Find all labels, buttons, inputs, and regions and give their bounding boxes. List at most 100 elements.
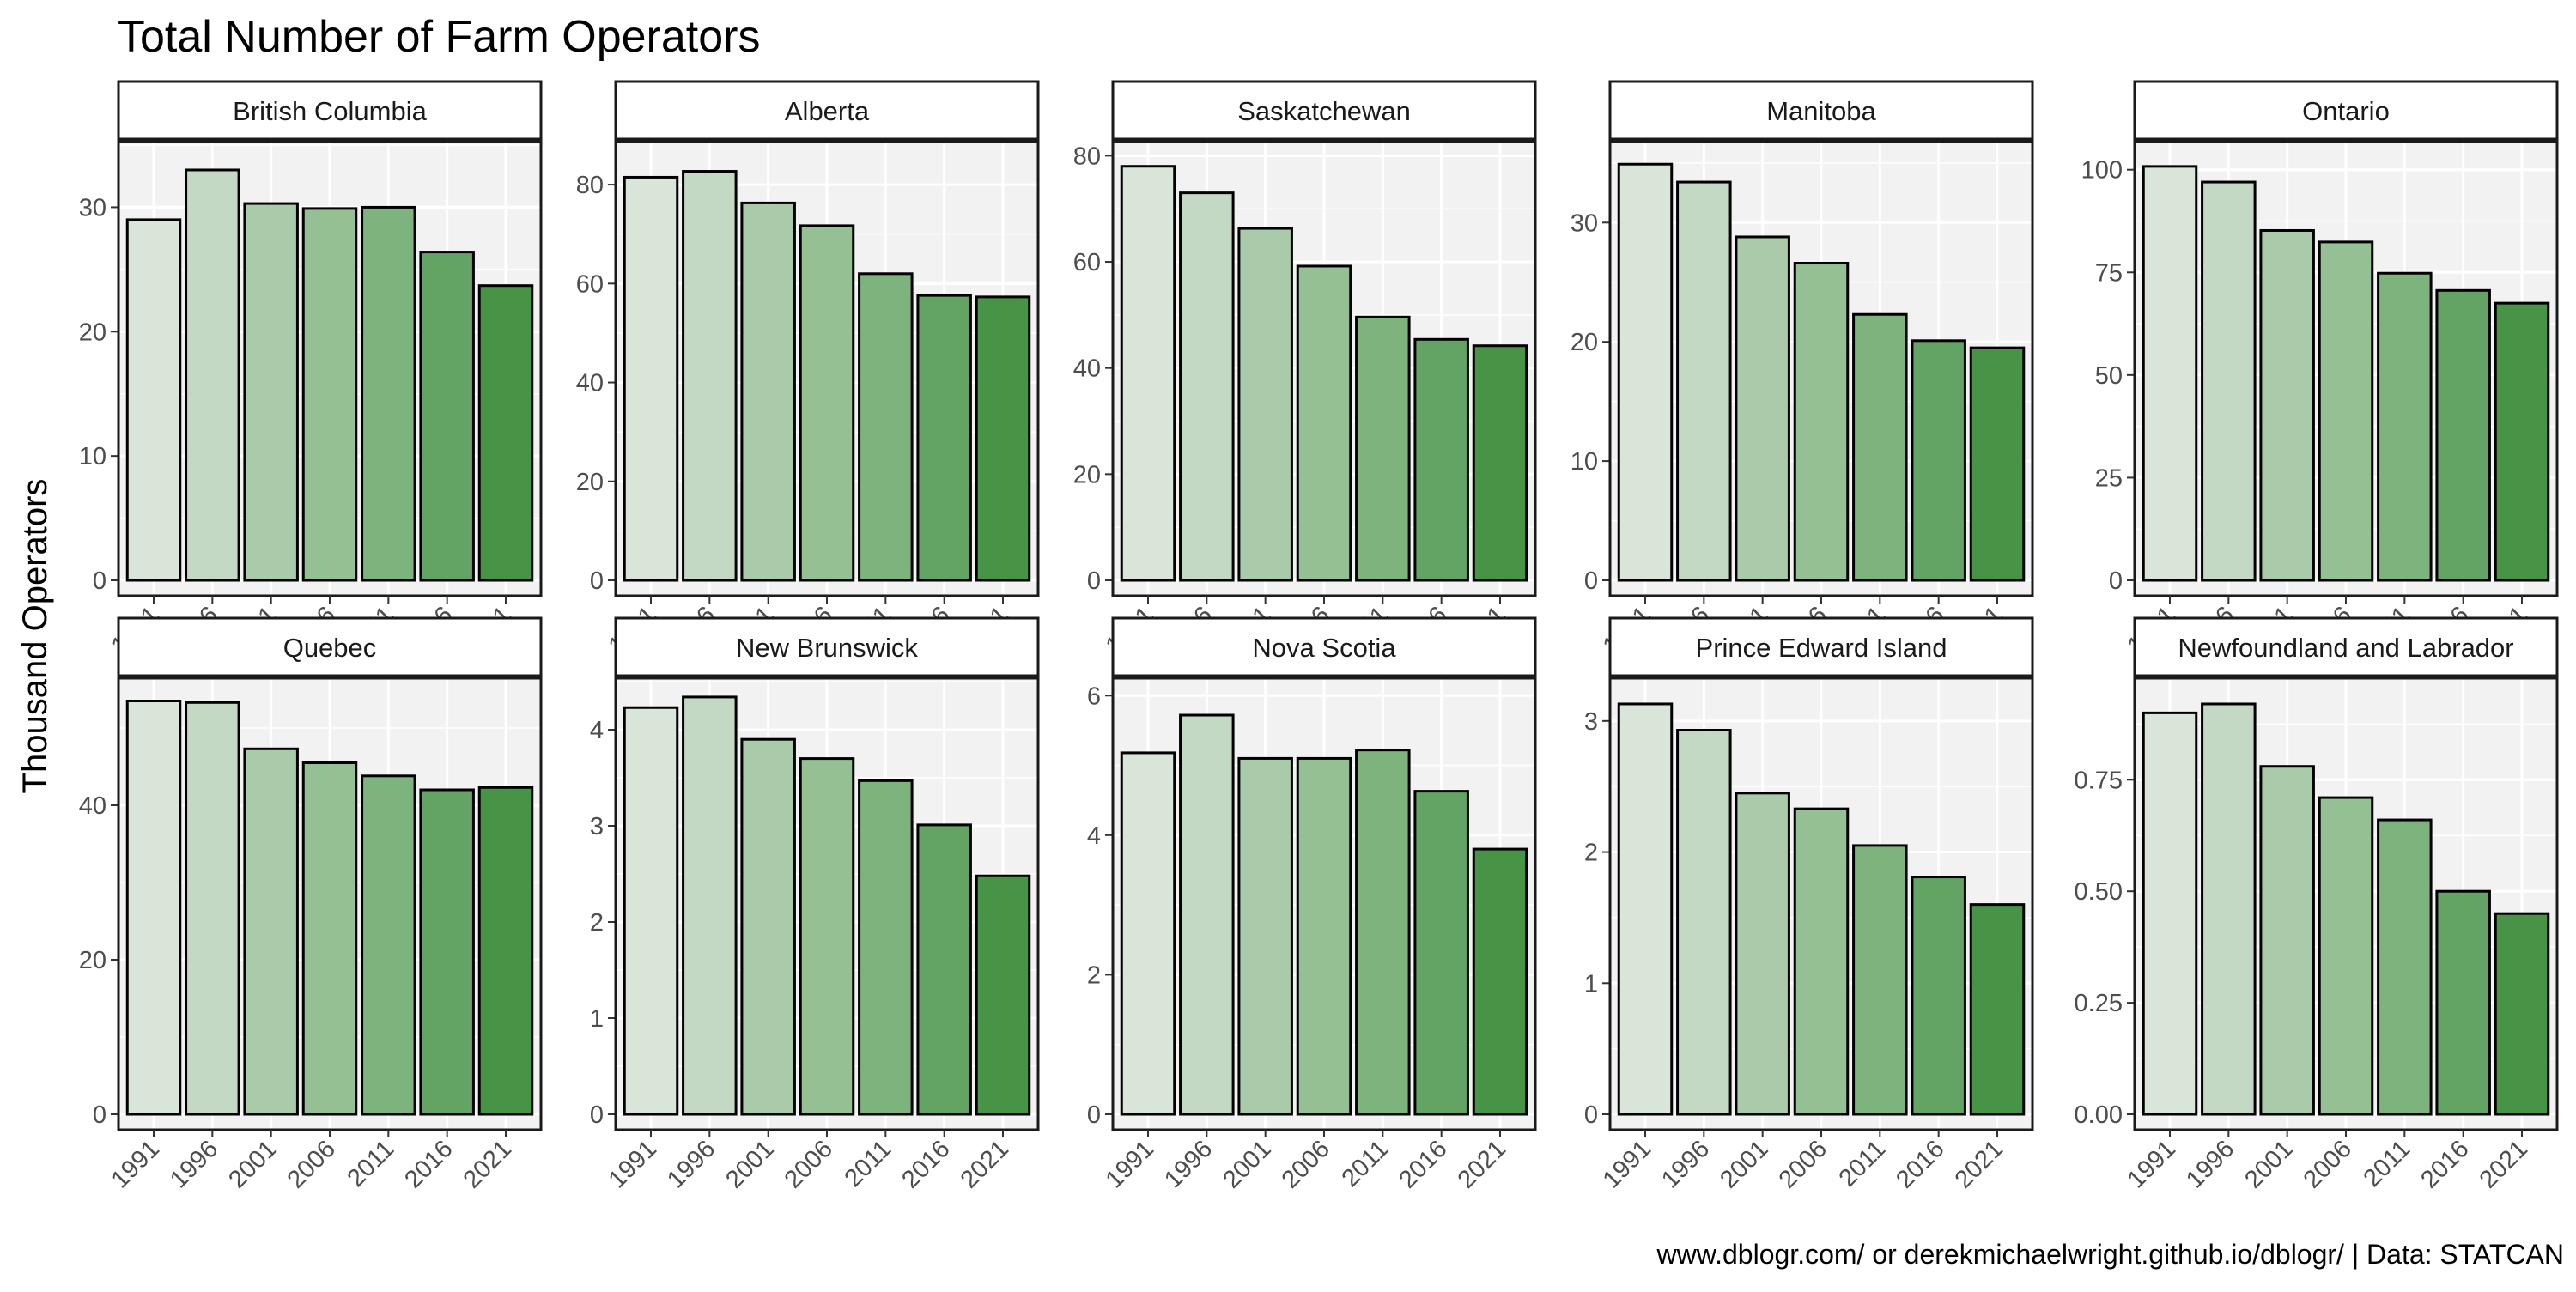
bar bbox=[623, 175, 679, 582]
x-tick-label: 2006 bbox=[1277, 1135, 1335, 1193]
facet-panel: Saskatchewan0204060801991199620012006201… bbox=[1073, 80, 1537, 660]
bar bbox=[916, 294, 972, 582]
bar bbox=[2259, 228, 2315, 582]
bar bbox=[858, 272, 914, 582]
bar bbox=[1852, 312, 1908, 582]
bar bbox=[975, 295, 1031, 582]
y-tick-label: 0.00 bbox=[2075, 1101, 2123, 1129]
y-tick-label: 50 bbox=[2095, 362, 2123, 390]
x-tick-label: 2016 bbox=[1394, 1135, 1452, 1193]
y-tick-label: 20 bbox=[1571, 329, 1598, 356]
bar bbox=[125, 700, 182, 1116]
x-tick-label: 2011 bbox=[2359, 1135, 2416, 1192]
y-tick-label: 20 bbox=[79, 947, 106, 974]
y-tick-label: 30 bbox=[1571, 209, 1598, 237]
bar bbox=[1120, 751, 1176, 1116]
y-tick-label: 20 bbox=[576, 469, 604, 496]
y-tick-label: 3 bbox=[1584, 708, 1598, 736]
facet-panel: Nova Scotia 0 2 4 6 1991 1996 2001 2006 2011 2016 2… bbox=[1087, 616, 1537, 1194]
facet-panel: Ontario025507510019911996200120062011201… bbox=[2081, 80, 2559, 660]
bar bbox=[2377, 818, 2433, 1116]
bar bbox=[2142, 165, 2198, 582]
bar bbox=[1793, 807, 1850, 1116]
facet-strip-label: Prince Edward Island bbox=[1696, 633, 1947, 663]
x-tick-label: 2001 bbox=[1218, 1135, 1276, 1193]
bar bbox=[361, 774, 416, 1116]
bar bbox=[361, 205, 416, 582]
bar bbox=[185, 168, 240, 582]
bar bbox=[623, 706, 679, 1116]
bar bbox=[1735, 235, 1790, 582]
facet-strip-label: British Columbia bbox=[233, 96, 427, 126]
bar bbox=[125, 218, 182, 582]
facet-strip bbox=[614, 80, 1040, 143]
bar bbox=[1413, 790, 1469, 1116]
bar bbox=[1617, 162, 1674, 582]
bar bbox=[1793, 262, 1850, 582]
y-tick-label: 100 bbox=[2081, 157, 2123, 185]
bar bbox=[1120, 165, 1176, 582]
y-tick-label: 0 bbox=[1584, 1101, 1598, 1129]
y-tick-label: 0 bbox=[590, 1101, 604, 1129]
x-tick-label: 2011 bbox=[840, 1135, 897, 1192]
y-tick-label: 0 bbox=[1584, 567, 1598, 595]
x-tick-label: 2021 bbox=[459, 1135, 517, 1193]
y-tick-label: 1 bbox=[1584, 970, 1598, 998]
y-tick-label: 10 bbox=[1571, 448, 1598, 476]
bar bbox=[799, 757, 855, 1116]
bar bbox=[1472, 344, 1528, 582]
facet-panel: Alberta020406080199119962001200620112016… bbox=[576, 80, 1040, 660]
facet-panel: Quebec 0 20 40 1991 1996 2001 2006 2011 2016 2021 bbox=[79, 616, 543, 1194]
bar bbox=[1413, 337, 1469, 582]
bar bbox=[2201, 702, 2257, 1116]
facet-strip bbox=[2133, 80, 2559, 143]
x-tick-label: 1991 bbox=[106, 1135, 165, 1193]
x-tick-label: 1996 bbox=[1159, 1135, 1218, 1193]
y-tick-label: 0 bbox=[93, 1101, 106, 1129]
bar bbox=[1355, 749, 1411, 1116]
x-tick-label: 2001 bbox=[1715, 1135, 1773, 1193]
facet-strip bbox=[2133, 616, 2559, 680]
facet-strip-label: Ontario bbox=[2302, 96, 2390, 126]
y-tick-label: 80 bbox=[1073, 143, 1101, 170]
bar bbox=[1676, 729, 1732, 1116]
x-tick-label: 2011 bbox=[1834, 1135, 1892, 1192]
x-tick-label: 2016 bbox=[896, 1135, 955, 1193]
bar bbox=[740, 201, 796, 582]
x-tick-label: 2021 bbox=[1453, 1135, 1511, 1193]
x-tick-label: 2016 bbox=[1891, 1135, 1949, 1193]
bar bbox=[243, 747, 299, 1116]
y-tick-label: 75 bbox=[2095, 259, 2123, 287]
bar bbox=[916, 823, 972, 1116]
bar bbox=[1617, 702, 1674, 1116]
bar bbox=[2201, 180, 2257, 582]
bar bbox=[1911, 339, 1966, 582]
x-tick-label: 2021 bbox=[1950, 1135, 2008, 1193]
bar bbox=[2494, 912, 2550, 1116]
y-tick-label: 60 bbox=[576, 270, 604, 298]
x-tick-label: 2021 bbox=[956, 1135, 1014, 1193]
x-tick-label: 1996 bbox=[2181, 1135, 2239, 1193]
y-tick-label: 0 bbox=[590, 567, 604, 595]
bar bbox=[419, 788, 475, 1116]
y-tick-label: 2 bbox=[1087, 961, 1101, 989]
facet-strip-label: New Brunswick bbox=[736, 633, 918, 663]
bar bbox=[2259, 765, 2315, 1116]
bar bbox=[185, 701, 240, 1116]
y-tick-label: 3 bbox=[590, 813, 604, 840]
bar bbox=[1969, 346, 2026, 582]
bar bbox=[2318, 240, 2374, 582]
bar bbox=[243, 202, 299, 582]
chart-caption: www.dblogr.com/ or derekmichaelwright.gi… bbox=[1656, 1239, 2564, 1270]
facet-strip-label: Saskatchewan bbox=[1237, 96, 1411, 126]
y-axis-label: Thousand Operators bbox=[16, 479, 54, 794]
y-tick-label: 80 bbox=[576, 172, 604, 199]
bar bbox=[2318, 796, 2374, 1116]
y-tick-label: 4 bbox=[590, 717, 604, 744]
y-tick-label: 0.50 bbox=[2075, 878, 2123, 906]
bar bbox=[740, 737, 796, 1116]
bar bbox=[682, 695, 738, 1116]
facet-panel: Newfoundland and Labrador 0.00 0.25 0.50 0.7… bbox=[2075, 616, 2559, 1194]
facet-strip bbox=[117, 80, 543, 143]
